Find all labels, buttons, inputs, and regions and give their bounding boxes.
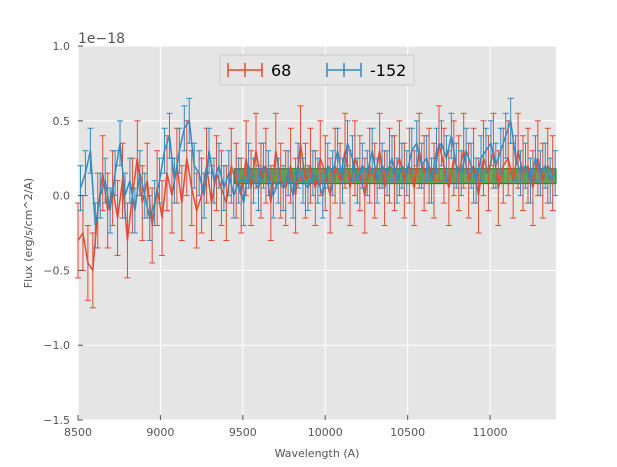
series-68	[75, 105, 556, 309]
legend: 68 -152	[219, 54, 415, 86]
y-axis-label: Flux (erg/s/cm^2/A)	[22, 178, 35, 288]
legend-entry-68: 68	[227, 61, 291, 80]
tick-labels: 8500 9000 9500 10000 10500 11000 −1.5 −1.0 −0.5 0…	[43, 40, 507, 439]
legend-box	[219, 54, 415, 86]
y-tick-label: 1.0	[53, 40, 71, 53]
y-tick-label: 0.0	[53, 190, 71, 203]
series-line	[77, 143, 554, 273]
y-tick-label: −1.5	[43, 414, 70, 427]
x-tick-label: 9000	[146, 426, 174, 439]
y-tick-label: −1.0	[43, 339, 70, 352]
y-tick-label: 0.5	[53, 115, 71, 128]
x-tick-label: 11000	[473, 426, 508, 439]
x-tick-label: 9500	[229, 426, 257, 439]
legend-label-68: 68	[271, 61, 291, 80]
x-tick-label: 8500	[64, 426, 92, 439]
series-line	[79, 118, 556, 226]
x-axis-label: Wavelength (A)	[275, 447, 360, 460]
y-tick-label: −0.5	[43, 264, 70, 277]
x-tick-label: 10000	[308, 426, 343, 439]
y-offset-text: 1e−18	[78, 31, 125, 47]
series-minus-152	[77, 97, 559, 249]
data-series	[75, 97, 559, 309]
legend-label-minus-152: -152	[370, 61, 406, 80]
legend-entry-minus-152: -152	[326, 61, 406, 80]
x-tick-label: 10500	[390, 426, 425, 439]
